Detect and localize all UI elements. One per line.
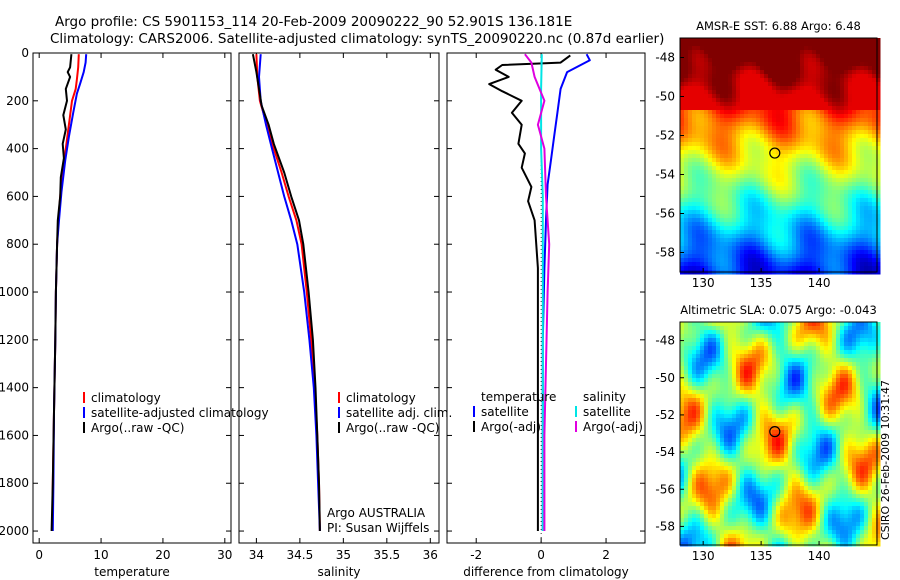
y-tick-label: 0 — [21, 46, 29, 60]
x-tick-label-salinity: 34 — [249, 548, 264, 562]
y-tick-label: 800 — [6, 237, 29, 251]
x-axis-label-difference: difference from climatology — [463, 565, 629, 579]
map-x-tick-label: 130 — [692, 276, 715, 290]
y-tick-label: 600 — [6, 189, 29, 203]
legend-temperature-label: Argo(..raw -QC) — [91, 421, 184, 435]
plot-frame-temperature — [32, 52, 232, 544]
map-y-tick-label: -50 — [655, 371, 675, 385]
legend-temperature-label: satellite-adjusted climatology — [91, 406, 269, 420]
map-x-tick-label: 135 — [750, 549, 773, 563]
x-tick-label-difference: 2 — [602, 548, 610, 562]
y-tick-label: 200 — [6, 94, 29, 108]
x-tick-label-salinity: 35.5 — [373, 548, 400, 562]
map-x-tick-label: 140 — [808, 276, 831, 290]
legend-diff-salinity-label: satellite — [583, 405, 631, 419]
y-tick-label: 1600 — [0, 428, 29, 442]
series-line-salinity — [251, 54, 321, 532]
y-tick-label: 1200 — [0, 333, 29, 347]
x-tick-label-temperature: 10 — [93, 548, 108, 562]
legend-temperature-label: climatology — [91, 391, 161, 405]
map-y-tick-label: -58 — [655, 246, 675, 260]
plot-frame-difference — [446, 52, 646, 544]
map-frame-sst_map — [679, 37, 878, 273]
x-axis-label-temperature: temperature — [94, 565, 169, 579]
map-x-tick-label: 140 — [808, 549, 831, 563]
series-line-difference — [541, 53, 591, 531]
y-tick-label: 1800 — [0, 476, 29, 490]
map-image-sst_map — [680, 38, 881, 275]
map-y-tick-label: -58 — [655, 519, 675, 533]
map-y-tick-label: -52 — [655, 129, 675, 143]
legend-salinity-label: climatology — [346, 391, 416, 405]
map-y-tick-label: -48 — [655, 51, 675, 65]
legend-diff-temperature-label: Argo(-adj) — [481, 420, 541, 434]
x-tick-label-salinity: 36 — [423, 548, 438, 562]
map-y-tick-label: -54 — [655, 445, 675, 459]
y-tick-label: 400 — [6, 142, 29, 156]
annotation-argo-australia: Argo AUSTRALIA — [327, 506, 426, 520]
x-tick-label-salinity: 34.5 — [287, 548, 314, 562]
series-line-difference — [540, 54, 544, 531]
x-tick-label-salinity: 35 — [336, 548, 351, 562]
map-x-tick-label: 135 — [750, 276, 773, 290]
credit-text: CSIRO 26-Feb-2009 10:31:47 — [879, 380, 892, 540]
map-x-tick-label: 130 — [692, 549, 715, 563]
y-tick-label: 2000 — [0, 524, 29, 538]
legend-diff-salinity-label: Argo(-adj) — [583, 420, 643, 434]
x-tick-label-temperature: 0 — [35, 548, 43, 562]
map-y-tick-label: -52 — [655, 408, 675, 422]
map-frame-sla_map — [679, 321, 878, 546]
map-y-tick-label: -54 — [655, 168, 675, 182]
x-axis-label-salinity: salinity — [317, 565, 360, 579]
x-tick-label-temperature: 30 — [217, 548, 232, 562]
argo-float-marker — [769, 147, 781, 159]
x-tick-label-temperature: 20 — [155, 548, 170, 562]
legend-diff-temperature-title: temperature — [481, 390, 556, 404]
legend-salinity-label: satellite adj. clim. — [346, 406, 452, 420]
map-y-tick-label: -56 — [655, 207, 675, 221]
figure-title-line1: Argo profile: CS 5901153_114 20-Feb-2009… — [55, 14, 572, 30]
map-y-tick-label: -56 — [655, 482, 675, 496]
figure-title-line2: Climatology: CARS2006. Satellite-adjuste… — [50, 31, 664, 47]
y-tick-label: 1400 — [0, 381, 29, 395]
map-image-sla_map — [680, 322, 881, 547]
plot-frame-salinity — [238, 52, 440, 544]
argo-float-marker — [769, 426, 781, 438]
y-tick-label: 1000 — [0, 285, 29, 299]
annotation-pi-name: PI: Susan Wijffels — [327, 521, 429, 535]
map-y-tick-label: -48 — [655, 334, 675, 348]
series-line-difference — [488, 54, 571, 531]
legend-diff-salinity-title: salinity — [583, 390, 626, 404]
series-line-difference — [524, 53, 551, 531]
map-title-sst_map: AMSR-E SST: 6.88 Argo: 6.48 — [696, 19, 861, 33]
map-title-sla_map: Altimetric SLA: 0.075 Argo: -0.043 — [680, 303, 877, 317]
legend-salinity-label: Argo(..raw -QC) — [346, 421, 439, 435]
map-y-tick-label: -50 — [655, 90, 675, 104]
series-line-temperature — [50, 54, 73, 532]
x-tick-label-difference: 0 — [537, 548, 545, 562]
x-tick-label-difference: -2 — [470, 548, 482, 562]
legend-diff-temperature-label: satellite — [481, 405, 529, 419]
